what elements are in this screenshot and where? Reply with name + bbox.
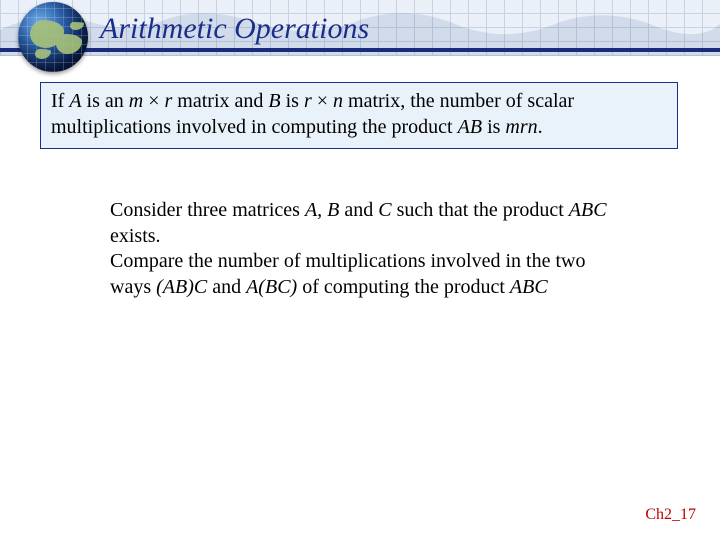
body-text: such that the product: [392, 199, 569, 221]
def-period: .: [538, 116, 543, 138]
definition-box: If A is an m × r matrix and B is r × n m…: [40, 82, 678, 149]
body-ABC2: ABC: [510, 276, 548, 298]
def-AB: AB: [458, 116, 482, 138]
header-underline: [0, 48, 720, 52]
body-text: exists.: [110, 225, 161, 247]
def-text: If: [51, 90, 69, 112]
body-ABC-vars: A, B: [305, 199, 344, 221]
body-text: and: [344, 199, 378, 221]
body-group1: (AB)C: [156, 276, 207, 298]
body-text: of computing the product: [297, 276, 510, 298]
def-times: ×: [143, 90, 164, 112]
header: Arithmetic Operations: [0, 0, 720, 56]
globe-icon: [18, 2, 88, 72]
body-text: Consider three matrices: [110, 199, 305, 221]
def-mrn: mrn: [505, 116, 537, 138]
def-times: ×: [312, 90, 333, 112]
def-n: n: [333, 90, 343, 112]
body-group2: A(BC): [246, 276, 297, 298]
def-text: is an: [82, 90, 129, 112]
body-ABC: ABC: [569, 199, 607, 221]
def-m: m: [129, 90, 143, 112]
def-B: B: [268, 90, 280, 112]
def-r2: r: [304, 90, 312, 112]
slide-title: Arithmetic Operations: [100, 12, 369, 46]
body-C: C: [378, 199, 391, 221]
body-text: and: [207, 276, 246, 298]
def-text: is: [482, 116, 505, 138]
def-text: is: [281, 90, 304, 112]
def-A: A: [69, 90, 81, 112]
slide: { "header": { "title": "Arithmetic Opera…: [0, 0, 720, 540]
slide-number: Ch2_17: [645, 506, 696, 524]
def-text: matrix and: [172, 90, 268, 112]
body-paragraph: Consider three matrices A, B and C such …: [110, 198, 630, 300]
